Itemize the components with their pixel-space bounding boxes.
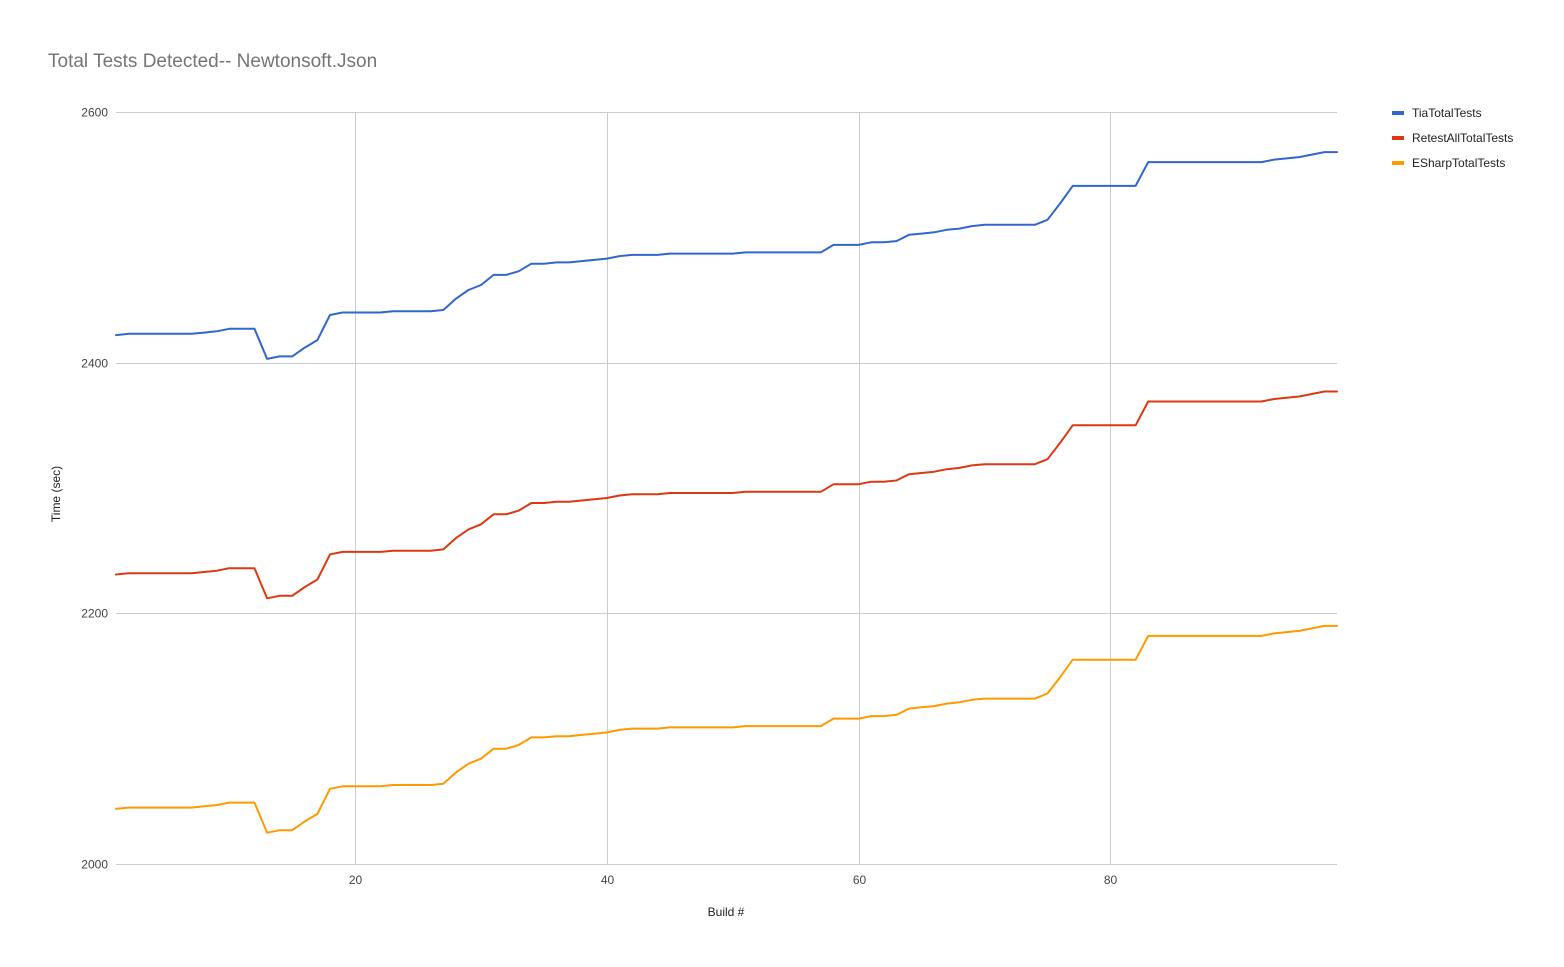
x-axis-label: Build # (708, 905, 745, 919)
legend-label-TiaTotalTests: TiaTotalTests (1412, 106, 1482, 120)
series-lines (115, 151, 1338, 834)
legend-label-RetestAllTotalTests: RetestAllTotalTests (1412, 131, 1513, 145)
x-tick-label: 20 (349, 873, 363, 887)
x-tick-label: 40 (601, 873, 615, 887)
legend: TiaTotalTests RetestAllTotalTests ESharpTo… (1392, 106, 1513, 170)
chart-title: Total Tests Detected-- Newtonsoft.Json (48, 51, 377, 72)
y-tick-label: 2000 (81, 858, 108, 872)
legend-label-ESharpTotalTests: ESharpTotalTests (1412, 156, 1505, 170)
y-axis-ticks: 2000 2200 2400 2600 (81, 106, 108, 872)
x-tick-label: 60 (853, 873, 867, 887)
series-line-ESharpTotalTests (115, 624, 1338, 834)
y-tick-label: 2200 (81, 607, 108, 621)
series-line-RetestAllTotalTests (115, 390, 1338, 600)
y-tick-label: 2400 (81, 357, 108, 371)
y-tick-label: 2600 (81, 106, 108, 120)
x-tick-label: 80 (1104, 873, 1118, 887)
x-axis-ticks: 20 40 60 80 (349, 873, 1118, 887)
series-line-TiaTotalTests (115, 151, 1338, 360)
y-axis-label: Time (sec) (49, 466, 63, 522)
gridlines (116, 112, 1337, 865)
